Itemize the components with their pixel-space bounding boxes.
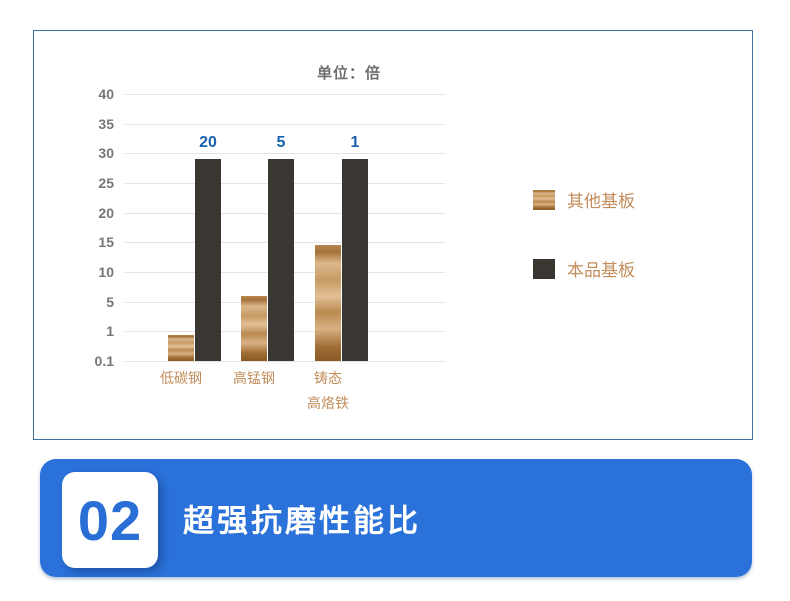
- category-label: 高锰钢: [233, 370, 275, 386]
- gridline: [125, 361, 445, 362]
- section-number: 02: [77, 488, 143, 552]
- category-label: 低碳钢: [160, 370, 202, 386]
- bar-other-substrate: [241, 295, 267, 361]
- y-axis-tick-label: 20: [98, 204, 114, 221]
- legend-item: 本品基板: [533, 256, 635, 281]
- y-axis-tick-label: 1: [106, 323, 114, 340]
- bar-other-substrate: [315, 245, 341, 361]
- plot-area: 40 35 30 25 20 15 10 5 1 0.1 20 低碳钢 5 高锰钢 1 铸态 高烙铁: [95, 86, 445, 411]
- gridline: [125, 153, 445, 155]
- y-axis-tick-label: 0.1: [94, 353, 114, 369]
- legend-swatch: [533, 258, 555, 279]
- bar-value-label: 1: [350, 134, 360, 152]
- legend-label: 其他基板: [567, 192, 635, 211]
- y-axis-tick-label: 5: [106, 293, 114, 310]
- legend-item: 其他基板: [533, 187, 635, 212]
- section-banner: 02 超强抗磨性能比: [40, 459, 752, 577]
- section-title: 超强抗磨性能比: [183, 503, 421, 539]
- bar-product-substrate: [268, 159, 294, 361]
- section-number-badge: 02: [62, 472, 158, 568]
- legend-swatch: [533, 189, 555, 210]
- y-axis-tick-label: 25: [98, 175, 114, 191]
- y-axis-tick-label: 10: [98, 264, 114, 280]
- chart-legend: 其他基板 本品基板: [533, 187, 635, 325]
- bar-product-substrate: [342, 159, 368, 361]
- y-axis-tick-label: 40: [98, 86, 114, 102]
- y-axis-tick-label: 15: [98, 234, 114, 251]
- bar-value-label: 20: [199, 134, 217, 152]
- gridline: [125, 123, 445, 125]
- chart-panel: 单位：倍 40 35 30 25 20 15 10 5 1 0.1 20 低碳钢 5 高锰钢 1 铸态 高烙铁…: [33, 30, 753, 440]
- legend-label: 本品基板: [567, 261, 635, 280]
- chart-unit-title: 单位：倍: [316, 65, 382, 82]
- gridline: [125, 94, 445, 95]
- bar-value-label: 5: [276, 134, 286, 152]
- category-label: 铸态 高烙铁: [307, 370, 349, 411]
- y-axis-tick-label: 35: [98, 115, 114, 132]
- y-axis-tick-label: 30: [98, 145, 114, 162]
- bar-product-substrate: [195, 159, 221, 361]
- bar-other-substrate: [168, 334, 194, 361]
